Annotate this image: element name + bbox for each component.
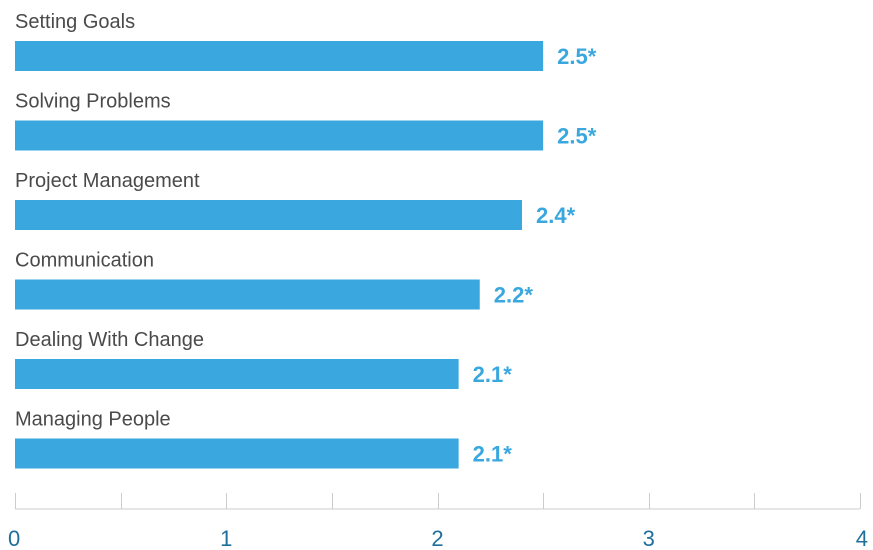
value-label-setting-goals: 2.5* xyxy=(557,44,597,69)
category-label-project-management: Project Management xyxy=(15,170,200,192)
x-tick-label: 2 xyxy=(431,526,443,550)
category-label-solving-problems: Solving Problems xyxy=(15,91,171,113)
category-label-dealing-with-change: Dealing With Change xyxy=(15,329,204,351)
x-tick-label: 0 xyxy=(8,526,20,550)
bar-dealing-with-change xyxy=(15,359,459,389)
x-tick-label: 4 xyxy=(856,526,868,550)
category-label-communication: Communication xyxy=(15,250,154,272)
x-axis: 0 1 2 3 4 xyxy=(8,493,868,550)
bar-setting-goals xyxy=(15,41,544,71)
value-label-dealing-with-change: 2.1* xyxy=(473,362,513,387)
bars-layer: Setting Goals 2.5* Solving Problems 2.5* Pro… xyxy=(15,11,597,469)
value-label-project-management: 2.4* xyxy=(536,203,576,228)
value-label-solving-problems: 2.5* xyxy=(557,124,597,149)
x-tick-label: 3 xyxy=(643,526,655,550)
bar-communication xyxy=(15,279,480,310)
bar-project-management xyxy=(15,200,522,230)
x-tick-label: 1 xyxy=(220,526,232,550)
value-label-communication: 2.2* xyxy=(494,283,534,308)
category-label-managing-people: Managing People xyxy=(15,409,171,431)
value-label-managing-people: 2.1* xyxy=(473,442,513,467)
bar-solving-problems xyxy=(15,120,544,151)
bar-managing-people xyxy=(15,438,459,469)
category-label-setting-goals: Setting Goals xyxy=(15,11,135,33)
